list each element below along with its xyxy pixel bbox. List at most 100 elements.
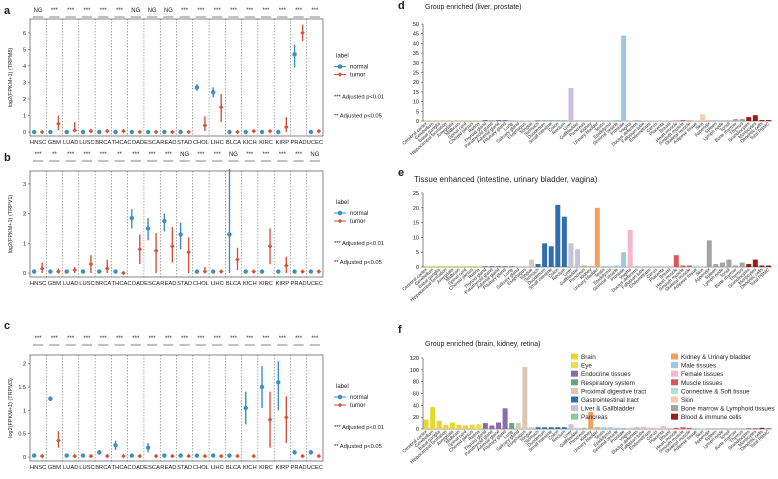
bar — [634, 427, 640, 429]
tumor-point — [39, 129, 45, 135]
x-tick-label-f: Skin — [695, 429, 705, 439]
y-tick-label-c: 2 — [23, 362, 26, 368]
y-tick-label-f: 20 — [413, 415, 419, 421]
significance-label: *** — [246, 152, 254, 158]
x-tick-label-b: KICH — [243, 281, 257, 287]
bar — [601, 427, 607, 429]
significance-label: NG — [34, 8, 43, 14]
tumor-point — [72, 128, 77, 133]
group-legend-label: Liver & Gallbladder — [581, 406, 635, 413]
panel-letter-a: a — [4, 5, 11, 17]
x-tick-label-c: UCEC — [307, 465, 323, 471]
tumor-point — [39, 266, 45, 271]
normal-point — [292, 52, 297, 57]
tumor-point — [137, 129, 143, 135]
tumor-point — [56, 269, 61, 274]
legend-normal-label: normal — [350, 211, 368, 217]
significance-label: *** — [35, 336, 43, 342]
x-tick-label-a: LIHC — [211, 140, 224, 146]
group-legend-swatch — [671, 405, 678, 412]
x-tick-label-c: LIHC — [211, 465, 224, 471]
x-tick-label-c: THCA — [112, 465, 128, 471]
bar — [423, 419, 429, 429]
y-tick-label-f: 40 — [413, 403, 419, 409]
x-tick-label-a: GBM — [48, 140, 61, 146]
bar — [726, 120, 732, 121]
note-p001: *** Adjusted p<0.01 — [334, 425, 384, 431]
group-legend-label: Skin — [681, 397, 694, 404]
significance-label: *** — [100, 8, 108, 14]
tumor-point — [186, 129, 191, 135]
normal-point — [80, 269, 86, 274]
x-tick-label-e: Tonsil — [719, 267, 731, 279]
bar — [594, 427, 600, 429]
bar — [423, 266, 429, 267]
significance-label: *** — [263, 152, 271, 158]
y-tick-label-c: 0.5 — [18, 432, 26, 438]
significance-label: NG — [310, 152, 319, 158]
panel-letter-b: b — [4, 152, 11, 164]
normal-point — [145, 129, 151, 135]
tumor-point — [235, 129, 240, 135]
tumor-point — [88, 261, 94, 267]
normal-point — [162, 129, 167, 135]
bar — [601, 266, 607, 267]
bar — [601, 120, 607, 121]
normal-point — [48, 269, 53, 274]
bar — [746, 117, 752, 121]
x-tick-label-e: Lung — [503, 267, 514, 278]
bar — [575, 249, 581, 267]
y-tick-label-f: 80 — [413, 380, 419, 386]
x-tick-label-a: THCA — [112, 140, 128, 146]
bar — [673, 427, 679, 429]
y-tick-label-a: 0 — [23, 130, 26, 136]
y-tick-label-d: 45 — [413, 32, 419, 38]
note-p005: ** Adjusted p<0.05 — [334, 444, 382, 450]
bar — [680, 265, 686, 267]
bar — [463, 266, 469, 267]
bar — [647, 120, 653, 121]
bar — [568, 243, 574, 267]
bar — [482, 423, 488, 429]
x-tick-label-e: Skin — [695, 267, 705, 277]
note-p005: ** Adjusted p<0.05 — [334, 114, 382, 120]
normal-point — [178, 453, 183, 458]
bar — [680, 120, 686, 121]
bar — [627, 120, 633, 121]
bar — [515, 266, 521, 267]
y-tick-label-e: 10 — [413, 235, 419, 241]
x-tick-label-d: Liver — [562, 121, 573, 132]
tumor-point — [267, 128, 273, 134]
y-tick-label-e: 20 — [413, 206, 419, 212]
x-tick-label-c: LUAD — [63, 465, 78, 471]
tumor-point — [153, 248, 159, 254]
tumor-point — [186, 453, 191, 459]
bar — [502, 120, 508, 121]
y-tick-label-b: 3 — [23, 182, 26, 188]
normal-point — [178, 129, 183, 135]
bar — [588, 120, 594, 121]
y-tick-label-d: 15 — [413, 90, 419, 96]
tumor-point — [235, 257, 240, 262]
y-tick-label-e: 5 — [416, 250, 419, 256]
significance-label: *** — [165, 152, 173, 158]
tumor-point — [316, 453, 322, 459]
tumor-point — [202, 453, 208, 459]
bar — [607, 427, 613, 429]
y-tick-label-d: 40 — [413, 41, 419, 47]
bar — [528, 120, 534, 121]
y-tick-label-a: 3 — [23, 80, 26, 86]
bar — [621, 427, 627, 429]
bar — [482, 120, 488, 121]
tumor-point — [251, 453, 257, 459]
normal-point — [194, 453, 200, 458]
bar — [522, 120, 528, 121]
normal-point — [31, 269, 37, 274]
bar — [436, 420, 442, 429]
bar — [726, 259, 732, 267]
legend-tumor-label: tumor — [350, 219, 365, 225]
tumor-point — [104, 128, 110, 134]
bar — [719, 428, 725, 429]
group-legend-label: Endocrine tissues — [581, 371, 631, 378]
bar — [614, 427, 620, 429]
